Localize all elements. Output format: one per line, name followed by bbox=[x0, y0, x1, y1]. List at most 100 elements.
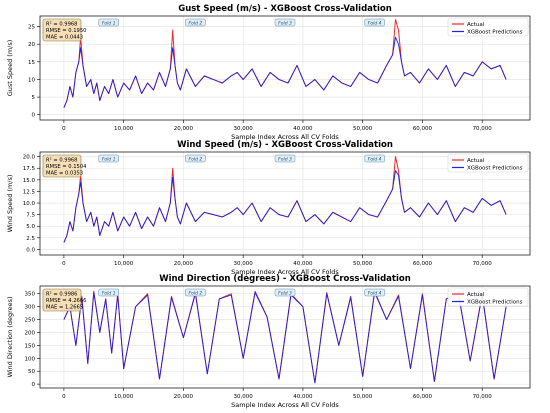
chart-2-x-tick-label: 60,000 bbox=[413, 394, 433, 400]
panel-wind-direction: Wind Direction (degrees) - XGBoost Cross… bbox=[6, 274, 531, 409]
chart-0-fold-label: Fold 2 bbox=[188, 20, 202, 26]
chart-1-y-tick-label: 2.5 bbox=[26, 236, 35, 242]
chart-0-y-tick-label: 0 bbox=[32, 113, 36, 119]
chart-2-y-tick-label: 100 bbox=[25, 356, 36, 362]
chart-2-y-tick-label: 150 bbox=[25, 343, 36, 349]
chart-2-fold-label-box bbox=[364, 288, 385, 297]
chart-2-x-axis-label: Sample Index Across All CV Folds bbox=[231, 401, 339, 409]
chart-1-stats-line: R² = 0.9968 bbox=[46, 158, 77, 164]
chart-1-y-tick-label: 12.5 bbox=[23, 189, 36, 195]
chart-0-title: Gust Speed (m/s) - XGBoost Cross-Validat… bbox=[178, 4, 392, 14]
chart-0-y-tick-label: 15 bbox=[28, 60, 35, 66]
chart-0-y-tick-label: 25 bbox=[28, 25, 35, 31]
chart-2-x-tick-label: 20,000 bbox=[174, 394, 194, 400]
chart-2-stats-line: RMSE = 4.2666 bbox=[46, 298, 86, 304]
chart-2-legend-label: XGBoost Predictions bbox=[467, 300, 523, 306]
chart-1-y-tick-label: 7.5 bbox=[26, 213, 35, 219]
chart-2-x-tick-label: 40,000 bbox=[293, 394, 313, 400]
chart-2-stats-line: R² = 0.9986 bbox=[46, 292, 77, 298]
chart-2-x-tick-label: 30,000 bbox=[234, 394, 254, 400]
chart-0-x-tick-label: 10,000 bbox=[114, 126, 134, 132]
chart-1-fold-label-box bbox=[98, 154, 119, 163]
chart-1-y-axis-label: Wind Speed (m/s) bbox=[6, 175, 14, 233]
chart-0-plot-frame bbox=[39, 15, 531, 121]
chart-2-fold-label-box bbox=[274, 288, 296, 297]
chart-2-y-tick-label: 200 bbox=[25, 330, 36, 336]
chart-0-x-tick-label: 50,000 bbox=[353, 126, 373, 132]
chart-1-x-tick-label: 30,000 bbox=[234, 261, 254, 267]
chart-2-fold-label: Fold 3 bbox=[278, 290, 292, 296]
chart-2-fold-label: Fold 1 bbox=[102, 290, 116, 296]
chart-2-y-tick-label: 350 bbox=[25, 292, 36, 298]
chart-1-fold-label: Fold 1 bbox=[102, 156, 116, 162]
chart-1-x-axis-label: Sample Index Across All CV Folds bbox=[231, 268, 339, 276]
chart-1-y-tick-label: 0.0 bbox=[26, 247, 35, 253]
chart-1-x-tick-label: 40,000 bbox=[293, 261, 313, 267]
chart-0-y-tick-label: 5 bbox=[32, 95, 36, 101]
chart-0-series-predicted-line bbox=[63, 36, 507, 108]
chart-2-y-tick-label: 0 bbox=[32, 382, 36, 388]
chart-1-x-tick-label: 0 bbox=[62, 261, 66, 267]
chart-0-legend-label: XGBoost Predictions bbox=[467, 30, 523, 36]
chart-1-x-tick-label: 70,000 bbox=[473, 261, 493, 267]
chart-0-stats-box bbox=[42, 18, 82, 42]
chart-2-stats-line: MAE = 1.2665 bbox=[46, 305, 83, 311]
chart-0-fold-label: Fold 1 bbox=[102, 20, 116, 26]
chart-1-plot-frame bbox=[39, 151, 531, 256]
chart-0-x-tick-label: 70,000 bbox=[473, 126, 493, 132]
chart-0-stats-line: R² = 0.9968 bbox=[46, 22, 77, 28]
chart-2-x-tick-label: 10,000 bbox=[114, 394, 134, 400]
chart-1-title: Wind Speed (m/s) - XGBoost Cross-Validat… bbox=[177, 140, 393, 150]
chart-0-x-tick-label: 20,000 bbox=[174, 126, 194, 132]
chart-2-legend-box bbox=[447, 287, 529, 307]
chart-0-x-tick-label: 0 bbox=[62, 126, 66, 132]
chart-1-y-tick-label: 20.0 bbox=[23, 155, 36, 161]
chart-0-x-tick-label: 30,000 bbox=[234, 126, 254, 132]
chart-1-series-predicted-line bbox=[63, 170, 507, 243]
chart-1-fold-label: Fold 4 bbox=[368, 156, 382, 162]
chart-1-legend-label: Actual bbox=[467, 158, 485, 164]
chart-1-y-tick-label: 15.0 bbox=[23, 178, 36, 184]
chart-1-stats-line: MAE = 0.0353 bbox=[46, 171, 83, 177]
panel-gust-speed: Gust Speed (m/s) - XGBoost Cross-Validat… bbox=[6, 4, 531, 141]
chart-2-y-axis-label: Wind Direction (degrees) bbox=[6, 296, 14, 377]
chart-1-legend-label: XGBoost Predictions bbox=[467, 166, 523, 172]
panel-wind-speed: Wind Speed (m/s) - XGBoost Cross-Validat… bbox=[6, 140, 531, 276]
chart-2-y-tick-label: 300 bbox=[25, 305, 36, 311]
chart-1-fold-label-box bbox=[274, 154, 296, 163]
chart-0-fold-label: Fold 3 bbox=[278, 20, 292, 26]
chart-2-x-tick-label: 50,000 bbox=[353, 394, 373, 400]
chart-1-fold-label: Fold 3 bbox=[278, 156, 292, 162]
chart-0-y-axis-label: Gust Speed (m/s) bbox=[6, 40, 14, 97]
chart-2-legend-label: Actual bbox=[467, 292, 485, 298]
chart-0-x-tick-label: 40,000 bbox=[293, 126, 313, 132]
chart-0-stats-line: RMSE = 0.1950 bbox=[46, 28, 86, 34]
chart-0-stats-line: MAE = 0.0443 bbox=[46, 35, 83, 41]
chart-0-fold-label-box bbox=[274, 18, 296, 27]
chart-1-y-tick-label: 5.0 bbox=[26, 224, 35, 230]
chart-0-fold-label-box bbox=[364, 18, 385, 27]
chart-0-fold-label-box bbox=[98, 18, 119, 27]
chart-1-x-tick-label: 60,000 bbox=[413, 261, 433, 267]
chart-1-x-tick-label: 10,000 bbox=[114, 261, 134, 267]
chart-0-fold-label: Fold 4 bbox=[368, 20, 382, 26]
chart-1-stats-box bbox=[42, 154, 82, 178]
chart-2-fold-label-box bbox=[185, 288, 206, 297]
chart-0-y-tick-label: 10 bbox=[28, 77, 35, 83]
chart-2-x-tick-label: 0 bbox=[62, 394, 66, 400]
chart-0-fold-label-box bbox=[185, 18, 206, 27]
chart-1-fold-label-box bbox=[364, 154, 385, 163]
chart-1-x-tick-label: 50,000 bbox=[353, 261, 373, 267]
chart-1-fold-label-box bbox=[185, 154, 206, 163]
chart-2-title: Wind Direction (degrees) - XGBoost Cross… bbox=[159, 274, 411, 284]
chart-1-stats-line: RMSE = 0.1504 bbox=[46, 164, 87, 170]
chart-0-y-tick-label: 20 bbox=[28, 42, 35, 48]
chart-1-x-tick-label: 20,000 bbox=[174, 261, 194, 267]
chart-0-x-tick-label: 60,000 bbox=[413, 126, 433, 132]
chart-2-y-tick-label: 50 bbox=[28, 369, 35, 375]
chart-1-y-tick-label: 10.0 bbox=[23, 201, 36, 207]
chart-0-x-axis-label: Sample Index Across All CV Folds bbox=[231, 133, 339, 141]
chart-0-legend-label: Actual bbox=[467, 22, 485, 28]
